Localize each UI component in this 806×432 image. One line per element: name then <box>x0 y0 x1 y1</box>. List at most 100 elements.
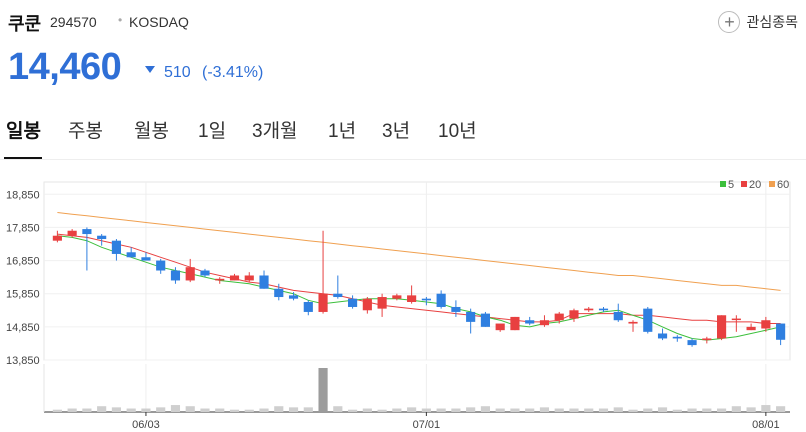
volume-bar <box>67 408 77 412</box>
y-tick-label: 15,850 <box>6 289 40 301</box>
price-change-percent: (-3.41%) <box>202 64 264 81</box>
volume-bar <box>392 408 402 412</box>
x-tick-label: 06/03 <box>132 419 160 431</box>
candle-body <box>229 275 240 281</box>
candle-body <box>348 298 358 307</box>
candle-body <box>569 310 579 319</box>
legend-swatch <box>741 181 747 187</box>
volume-bar <box>525 408 535 412</box>
volume-bar <box>584 408 594 412</box>
volume-bar <box>539 407 550 412</box>
volume-bar <box>259 408 269 412</box>
active-tab-indicator <box>4 157 42 159</box>
add-watchlist-button[interactable]: + 관심종목 <box>718 9 798 35</box>
candle-body <box>141 257 151 261</box>
volume-bar <box>776 406 786 412</box>
volume-bar <box>185 406 195 412</box>
stock-header: 쿠쿤 294570 • KOSDAQ + 관심종목 <box>8 10 798 40</box>
volume-bar <box>628 409 638 412</box>
tab-3months[interactable]: 3개월 <box>252 121 298 142</box>
x-tick-label: 08/01 <box>752 419 780 431</box>
volume-bar <box>82 408 92 412</box>
candle-body <box>200 270 210 276</box>
down-arrow-icon <box>145 66 155 73</box>
volume-bar <box>480 406 490 412</box>
volume-bar <box>288 407 299 412</box>
volume-bar <box>52 409 62 412</box>
volume-bar <box>657 407 668 412</box>
volume-bar <box>303 407 313 412</box>
candle-body <box>244 275 254 281</box>
candle-body <box>362 298 372 311</box>
stock-code: 294570 <box>50 14 97 30</box>
current-price: 14,460 <box>8 46 122 88</box>
candle-body <box>274 288 284 298</box>
volume-bar <box>436 408 446 412</box>
tab-daily[interactable]: 일봉 <box>6 121 41 142</box>
candle-body <box>259 275 269 289</box>
volume-bar <box>643 408 653 412</box>
volume-bar <box>156 407 166 412</box>
volume-bar <box>333 406 343 412</box>
volume-bar <box>731 406 741 412</box>
tab-1year[interactable]: 1년 <box>328 121 357 142</box>
volume-bar <box>495 408 505 412</box>
stock-market: KOSDAQ <box>129 14 189 30</box>
legend-label: 60 <box>777 179 789 191</box>
tab-3years[interactable]: 3년 <box>382 121 411 142</box>
volume-bar <box>613 407 623 412</box>
stock-name: 쿠쿤 <box>8 14 42 34</box>
candle-body <box>525 320 535 324</box>
candle-body <box>392 295 402 299</box>
legend-label: 20 <box>749 179 761 191</box>
candle-body <box>510 316 520 331</box>
volume-bar <box>111 407 121 412</box>
volume-bar <box>554 408 564 412</box>
volume-bar <box>421 408 431 412</box>
candle-body <box>377 297 387 309</box>
candle-body <box>539 320 550 326</box>
volume-bar <box>761 405 771 412</box>
candle-body <box>672 336 682 339</box>
candle-body <box>717 315 727 339</box>
tab-10years[interactable]: 10년 <box>438 121 477 142</box>
volume-bar <box>215 408 225 412</box>
candle-body <box>97 235 107 240</box>
candle-body <box>584 308 594 311</box>
tab-1day[interactable]: 1일 <box>198 121 227 142</box>
volume-bar <box>569 408 579 412</box>
volume-bar <box>141 408 151 412</box>
candle-body <box>185 267 195 281</box>
ma60-line <box>57 212 781 291</box>
volume-bar <box>687 408 697 412</box>
period-tabs: 일봉 주봉 월봉 1일 3개월 1년 3년 10년 <box>0 112 806 160</box>
tab-weekly[interactable]: 주봉 <box>68 121 103 142</box>
candle-body <box>628 321 638 324</box>
candle-body <box>702 338 712 341</box>
volume-bar <box>598 408 609 412</box>
candle-body <box>421 298 431 301</box>
candle-body <box>407 295 417 302</box>
tab-monthly[interactable]: 월봉 <box>134 121 169 142</box>
tab-divider <box>0 159 806 160</box>
volume-bar <box>97 406 107 412</box>
legend-label: 5 <box>728 179 734 191</box>
candle-body <box>746 326 756 331</box>
candle-body <box>126 252 136 258</box>
candle-body <box>613 311 623 321</box>
watchlist-label: 관심종목 <box>746 14 798 30</box>
candle-body <box>598 308 609 311</box>
y-tick-label: 18,850 <box>6 189 40 201</box>
volume-bar <box>200 408 210 412</box>
candlestick-chart[interactable]: 18,850 17,850 16,850 15,850 14,850 13,850 06/0… <box>0 172 806 432</box>
candle-body <box>495 323 505 331</box>
ma20-line <box>57 233 781 324</box>
candle-body <box>687 340 697 346</box>
candle-body <box>436 293 446 307</box>
candle-body <box>480 313 490 327</box>
candle-body <box>303 302 313 312</box>
plus-circle-icon: + <box>718 11 741 33</box>
price-change: 510 <box>164 64 191 81</box>
volume-bar <box>170 405 181 412</box>
price-row: 14,460 510 (-3.41%) <box>8 46 508 90</box>
